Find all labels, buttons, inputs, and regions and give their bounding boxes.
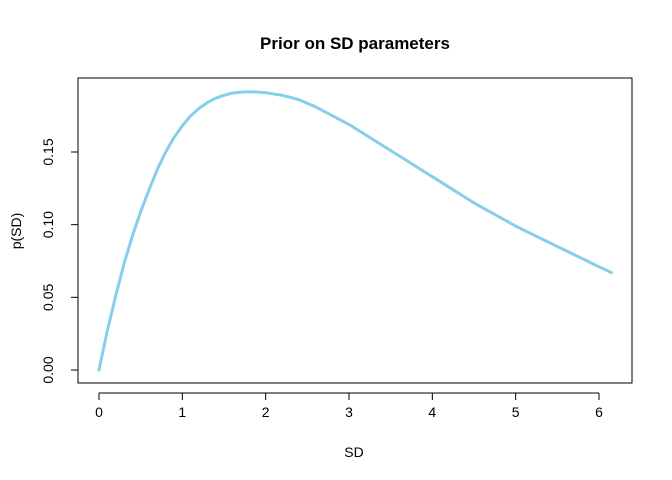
y-axis-label: p(SD) bbox=[8, 213, 24, 250]
y-tick-label: 0.00 bbox=[40, 356, 56, 383]
y-axis: 0.00 0.05 0.10 0.15 bbox=[40, 138, 79, 384]
x-axis-label: SD bbox=[344, 444, 363, 460]
x-tick-label: 2 bbox=[262, 404, 270, 420]
chart-title: Prior on SD parameters bbox=[260, 34, 450, 53]
plot-frame bbox=[77, 77, 633, 384]
x-tick-label: 4 bbox=[428, 404, 436, 420]
x-axis: 0 1 2 3 4 5 6 bbox=[95, 392, 603, 420]
x-tick-label: 6 bbox=[595, 404, 603, 420]
x-tick-label: 1 bbox=[178, 404, 186, 420]
x-tick-label: 3 bbox=[345, 404, 353, 420]
x-tick-label: 5 bbox=[512, 404, 520, 420]
y-tick-label: 0.10 bbox=[40, 211, 56, 238]
y-tick-label: 0.15 bbox=[40, 138, 56, 165]
y-tick-label: 0.05 bbox=[40, 283, 56, 310]
x-tick-label: 0 bbox=[95, 404, 103, 420]
density-curve bbox=[97, 90, 613, 372]
